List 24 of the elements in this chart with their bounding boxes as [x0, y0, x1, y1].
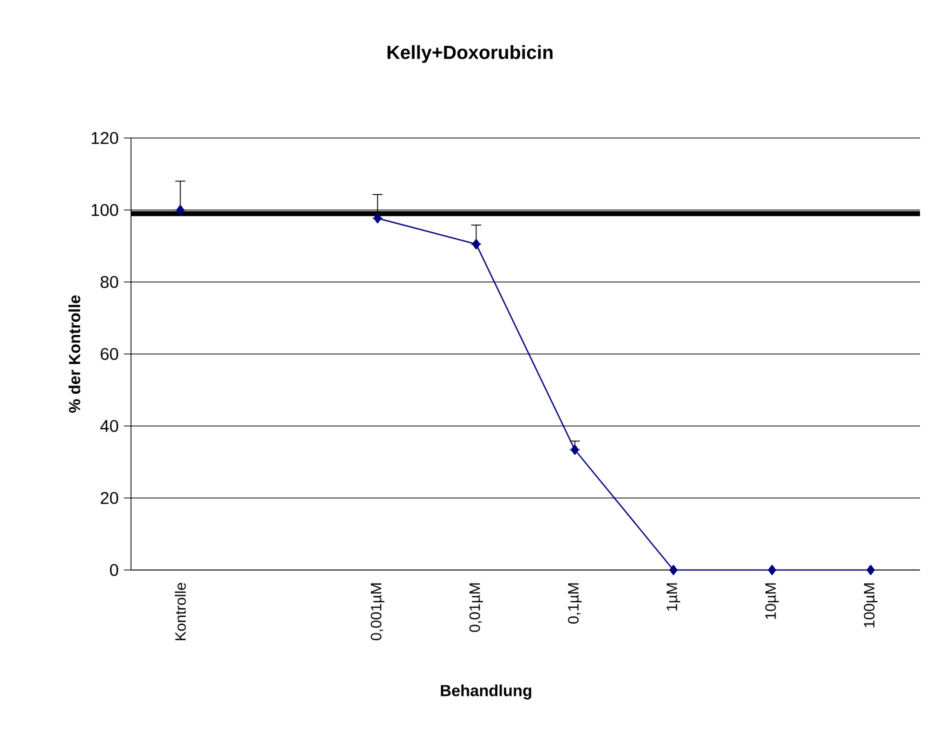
x-tick-label: 1µM: [666, 583, 680, 611]
point: [570, 444, 579, 455]
point: [768, 564, 776, 576]
x-tick-label: 10µM: [765, 583, 779, 619]
y-tick-label: 80: [100, 276, 118, 288]
y-tick-label: 0: [110, 564, 118, 576]
point: [374, 213, 382, 224]
x-tick-label: 0,1µM: [568, 583, 582, 624]
x-tick-label: 100µM: [864, 583, 878, 628]
x-tick-label: 0,001µM: [370, 583, 384, 640]
x-axis-title: Behandlung: [440, 684, 532, 700]
y-axis-title: % der Kontrolle: [68, 295, 80, 413]
y-tick-label: 60: [100, 348, 118, 360]
point: [669, 564, 678, 576]
y-tick-label: 20: [100, 492, 118, 504]
point: [866, 564, 875, 576]
y-tick-label: 40: [100, 420, 118, 432]
x-tick-label: Kontrolle: [174, 582, 186, 640]
chart-title: Kelly+Doxorubicin: [388, 45, 552, 63]
point: [176, 204, 184, 216]
y-tick-label: 120: [92, 132, 118, 144]
point: [472, 239, 480, 250]
x-tick-label: 0,01µM: [469, 583, 483, 632]
y-tick-label: 100: [92, 204, 118, 216]
